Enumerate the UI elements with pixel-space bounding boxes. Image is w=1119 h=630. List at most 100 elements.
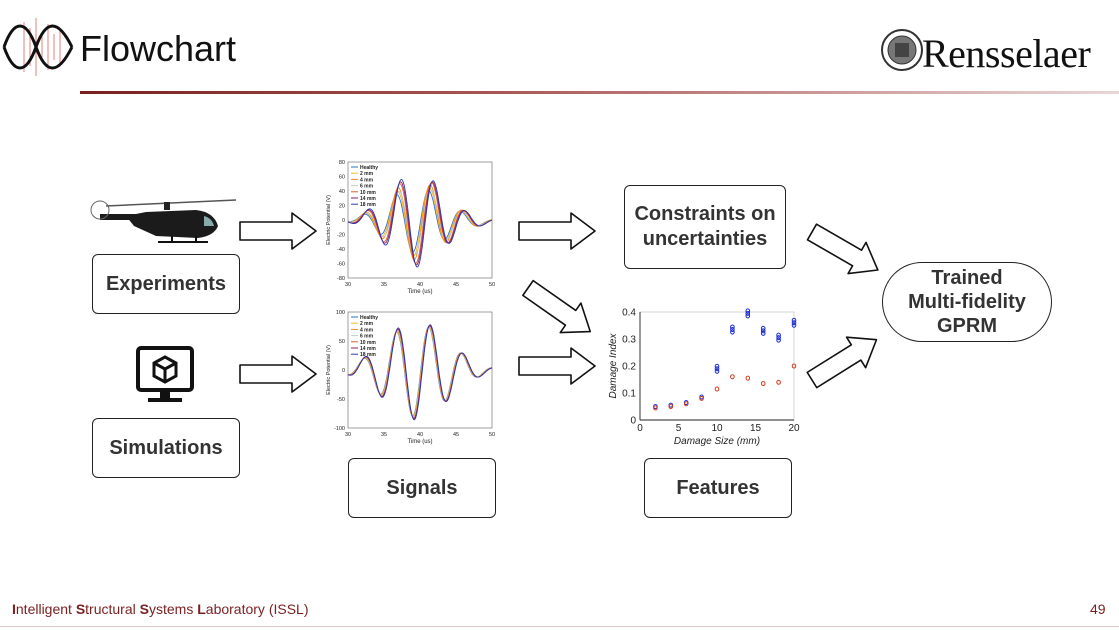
signal-line [347,181,493,266]
scatter-point [730,374,735,380]
legend-entry: 6 mm [360,334,374,340]
x-tick-label: 15 [750,423,762,434]
signal-line [347,187,493,257]
scatter-point [791,317,797,323]
legend-entry: Healthy [360,165,378,171]
footer-letter-l: L [197,601,206,617]
footer-letter-s1: S [75,601,86,617]
y-tick-label: 50 [339,339,345,345]
y-tick-label: 0.3 [622,335,636,346]
x-tick-label: 45 [453,282,459,288]
scatter-point [776,335,781,341]
scatter-point [776,379,781,385]
x-tick-label: 35 [381,432,387,438]
helicopter-icon [90,199,237,243]
y-tick-label: 0.4 [622,308,636,319]
constraints-box: Constraints on uncertainties [624,185,786,269]
y-tick-label: -80 [337,276,345,282]
scatter-point [714,363,720,369]
gprm-label-line1: Trained [931,267,1003,289]
scatter-point [791,322,797,328]
features-scatter-chart: 0 5 10 15 20 0 0.1 0.2 0.3 0.4 Damage Size (mm) Dam… [608,308,800,448]
constraints-label-line2: uncertainties [642,228,768,250]
x-tick-label: 35 [381,282,387,288]
x-tick-label: 10 [711,423,723,434]
page-number: 49 [1090,601,1106,617]
title-rule [80,91,1119,94]
arrow-features-to-gprm [801,323,887,397]
y-tick-label: -60 [337,262,345,268]
y-tick-label: 0 [342,368,345,374]
arrow-signals-diagonal [516,272,602,348]
signal-line [347,178,493,268]
scatter-point [714,366,720,372]
scatter-point [730,324,735,330]
legend-entry: 14 mm [360,346,376,352]
gprm-label-line3: GPRM [937,315,997,337]
constraints-label-line1: Constraints on [634,203,776,225]
y-axis-label: Damage Index [608,332,619,398]
simulations-label: Simulations [109,436,223,459]
y-tick-label: 100 [336,310,345,316]
plot-frame [639,311,795,421]
lab-logo [2,18,74,76]
y-tick-label: 0.1 [622,389,636,400]
signals-label: Signals [386,476,458,499]
x-tick-label: 50 [489,432,495,438]
rensselaer-seal-icon [881,29,923,71]
scatter-point [714,368,720,374]
gprm-label-line2: Multi-fidelity [908,291,1026,313]
arrow-experiments-to-signals [239,212,317,250]
y-tick-label: -100 [334,426,345,432]
footer-lab-name: Intelligent Structural Systems Laborator… [12,601,309,617]
signal-line [347,189,493,256]
legend-entry: 14 mm [360,196,376,202]
scatter-point [730,327,735,333]
scatter-point [760,325,766,331]
x-axis-label: Damage Size (mm) [674,436,760,447]
signal-line [347,189,493,253]
x-tick-label: 30 [345,432,351,438]
arrow-simulations-to-signals [239,355,317,393]
experiments-box: Experiments [92,254,240,314]
y-axis-label: Electric Potential (V) [326,345,332,395]
scatter-point [714,386,720,392]
scatter-point [760,381,766,387]
trained-gprm-box: Trained Multi-fidelity GPRM [882,262,1052,342]
x-tick-label: 50 [489,282,495,288]
y-tick-label: -50 [337,397,345,403]
arrow-constraints-to-gprm [802,215,888,287]
footer-word-2: tructural [85,601,140,617]
scatter-point [745,313,751,319]
footer-word-4: aboratory (ISSL) [205,601,309,617]
x-tick-label: 45 [453,432,459,438]
y-tick-label: 20 [339,204,345,210]
legend-entry: 10 mm [360,340,376,346]
y-tick-label: 80 [339,160,345,166]
features-label: Features [676,476,760,499]
legend-entry: 2 mm [360,321,374,327]
y-tick-label: -40 [337,247,345,253]
computer-simulation-icon [136,346,194,402]
scatter-point [699,395,704,401]
arrow-signals-to-features [518,347,596,385]
x-tick-label: 30 [345,282,351,288]
legend-entry: 4 mm [360,327,374,333]
footer-word-3: ystems [148,601,198,617]
legend-entry: 18 mm [360,352,376,358]
footer-rule [0,626,1119,627]
footer-word-1: ntelligent [15,601,76,617]
x-tick-label: 5 [676,423,682,434]
scatter-point [760,328,766,334]
scatter-point [730,329,735,335]
y-tick-label: 0 [342,218,345,224]
footer-letter-s2: S [139,601,149,617]
features-box: Features [644,458,792,518]
y-tick-label: 0.2 [622,362,636,373]
brand-wordmark: Rensselaer [922,31,1091,76]
legend-entry: Healthy [360,315,378,321]
y-tick-label: -20 [337,233,345,239]
y-tick-label: 60 [339,175,345,181]
x-tick-label: 0 [637,423,643,434]
scatter-point [745,310,751,316]
